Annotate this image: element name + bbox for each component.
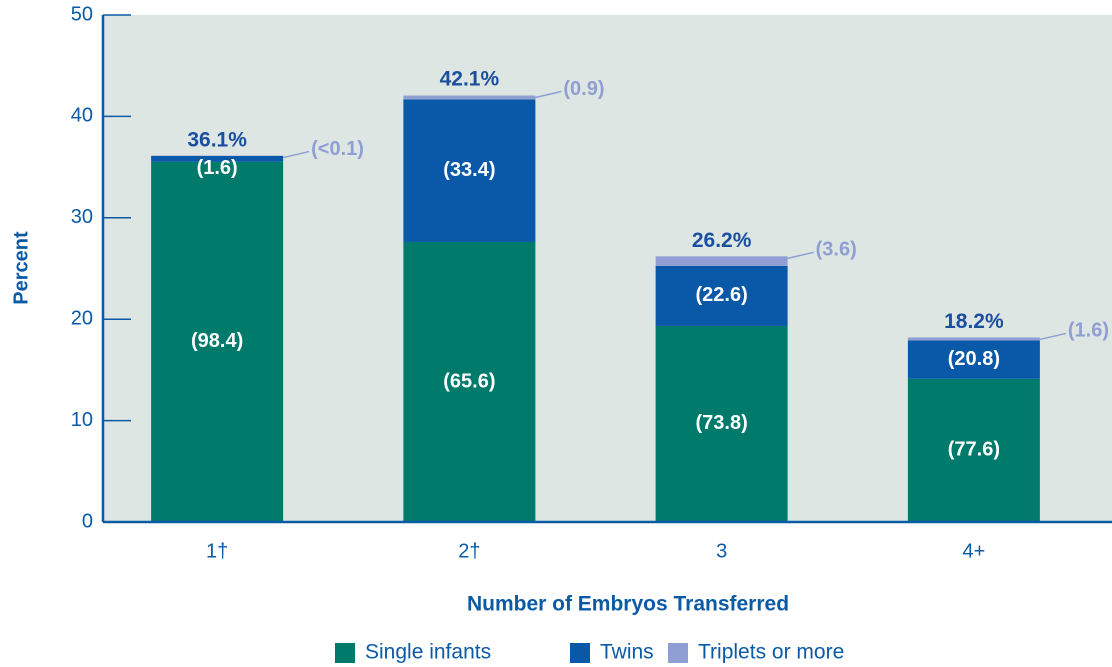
segment-label: (73.8)	[696, 412, 748, 434]
y-tick-label: 20	[71, 307, 93, 329]
legend-label: Triplets or more	[698, 641, 844, 664]
segment-label: (3.6)	[816, 239, 857, 261]
x-tick-label: 4+	[962, 540, 985, 562]
segment-label: (33.4)	[443, 159, 495, 181]
legend-label: Twins	[600, 641, 654, 664]
y-tick-label: 40	[71, 105, 93, 127]
legend-label: Single infants	[365, 641, 491, 664]
bar-segment	[151, 161, 284, 522]
total-label: 26.2%	[692, 229, 752, 252]
leader-line	[1039, 332, 1067, 341]
segment-label: (0.9)	[563, 78, 604, 100]
x-tick-label: 1†	[206, 540, 228, 562]
total-label: 18.2%	[944, 310, 1004, 333]
bar-segment	[907, 337, 1040, 341]
x-tick-label: 2†	[458, 540, 480, 562]
legend-swatch	[335, 643, 355, 663]
bar-segment	[403, 241, 536, 523]
leader-line	[282, 150, 310, 159]
x-tick-label: 3	[716, 540, 727, 562]
segment-label: (1.6)	[197, 157, 238, 179]
segment-label: (98.4)	[191, 330, 243, 352]
bar-segment	[403, 95, 536, 100]
y-tick-label: 0	[82, 510, 93, 532]
legend-swatch	[570, 643, 590, 663]
segment-label: (20.8)	[948, 348, 1000, 370]
leader-line	[535, 90, 562, 99]
x-axis-label: Number of Embryos Transferred	[467, 593, 789, 616]
segment-label: (<0.1)	[311, 138, 364, 160]
bar-segment	[907, 340, 1040, 379]
y-tick-label: 50	[71, 3, 93, 25]
leader-line	[787, 251, 814, 260]
segment-label: (77.6)	[948, 439, 1000, 461]
bar-segment	[655, 325, 788, 522]
segment-label: (65.6)	[443, 370, 495, 392]
segment-label: (1.6)	[1068, 320, 1109, 342]
y-tick-label: 30	[71, 206, 93, 228]
bar-segment	[151, 155, 284, 162]
total-label: 42.1%	[440, 68, 500, 91]
bar-segment	[403, 99, 536, 242]
legend-swatch	[668, 643, 688, 663]
total-label: 36.1%	[187, 128, 247, 151]
bar-segment	[655, 256, 788, 266]
y-axis-label: Percent	[10, 231, 32, 305]
y-tick-label: 10	[71, 409, 93, 431]
segment-label: (22.6)	[696, 284, 748, 306]
bar-segment	[655, 265, 788, 326]
bar-segment	[907, 378, 1040, 522]
